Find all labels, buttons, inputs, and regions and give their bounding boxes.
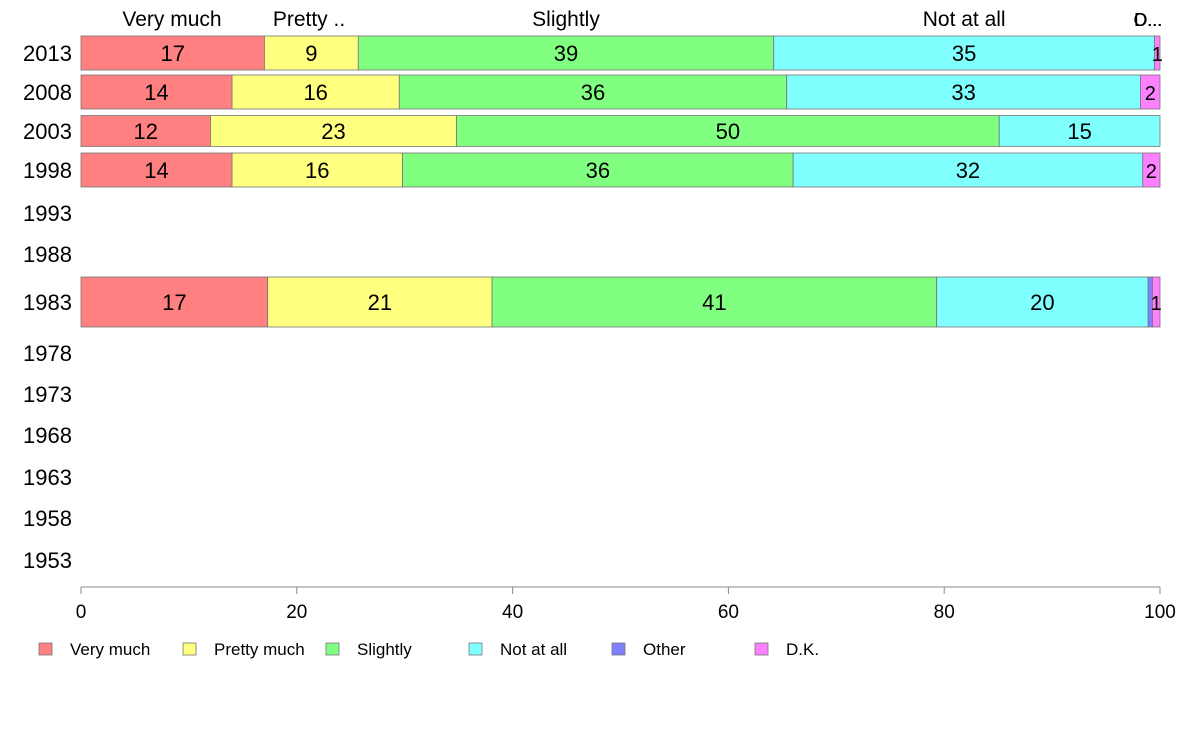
- y-tick-label: 2003: [23, 119, 72, 144]
- bar-segment: [267, 276, 493, 328]
- x-tick-label: 40: [502, 602, 523, 623]
- top-label: D...: [1134, 10, 1162, 30]
- top-label: Not at all: [923, 8, 1006, 31]
- bar-segment: [210, 115, 457, 147]
- data-label: 36: [581, 80, 605, 105]
- top-label: Pretty ..: [273, 8, 345, 31]
- legend-swatch: [754, 642, 769, 656]
- bar-segment: [398, 74, 788, 110]
- bar-segment: [1154, 35, 1161, 71]
- x-tick-label: 20: [286, 602, 307, 623]
- bar-segment: [264, 35, 359, 71]
- y-tick-label: 1983: [23, 290, 72, 315]
- legend-label: Not at all: [500, 640, 567, 659]
- y-tick-label: 1993: [23, 201, 72, 226]
- x-tick-label: 60: [718, 602, 739, 623]
- y-tick-label: 1978: [23, 341, 72, 366]
- legend-label: Slightly: [357, 640, 412, 659]
- y-tick-label: 2013: [23, 41, 72, 66]
- legend-swatch: [38, 642, 53, 656]
- data-label: 21: [368, 290, 392, 315]
- top-label: Very much: [122, 8, 221, 31]
- legend-label: Other: [643, 640, 686, 659]
- legend-swatch: [468, 642, 483, 656]
- bar-segment: [936, 276, 1149, 328]
- y-tick-label: 1998: [23, 158, 72, 183]
- data-label: 2: [1145, 83, 1156, 105]
- y-tick-label: 2008: [23, 80, 72, 105]
- bar-segment: [786, 74, 1141, 110]
- bar-segment: [80, 152, 233, 188]
- data-label: 2: [1146, 161, 1157, 183]
- data-label: 17: [160, 41, 184, 66]
- data-label: 17: [162, 290, 186, 315]
- top-label: O...: [1133, 10, 1162, 30]
- bar-segment: [231, 152, 403, 188]
- x-tick-label: 80: [934, 602, 955, 623]
- y-tick-label: 1963: [23, 465, 72, 490]
- data-label: 20: [1030, 290, 1054, 315]
- bar-segment: [792, 152, 1144, 188]
- bar-segment: [80, 276, 269, 328]
- legend-label: Very much: [70, 640, 150, 659]
- legend-swatch: [182, 642, 197, 656]
- bar-segment: [80, 115, 211, 147]
- data-label: 41: [702, 290, 726, 315]
- x-tick-label: 0: [76, 602, 87, 623]
- y-tick-label: 1953: [23, 548, 72, 573]
- legend-label: D.K.: [786, 640, 819, 659]
- x-tick-label: 100: [1144, 602, 1176, 623]
- bar-segment: [1142, 152, 1161, 188]
- bar-segment: [231, 74, 400, 110]
- data-label: 36: [586, 158, 610, 183]
- y-tick-label: 1958: [23, 506, 72, 531]
- data-label: 12: [133, 119, 157, 144]
- y-tick-label: 1968: [23, 423, 72, 448]
- legend-swatch: [325, 642, 340, 656]
- bar-segment: [456, 115, 1000, 147]
- data-label: 35: [952, 41, 976, 66]
- bar-segment: [998, 115, 1161, 147]
- legend-label: Pretty much: [214, 640, 305, 659]
- data-label: 1: [1152, 44, 1163, 66]
- data-label: 14: [144, 80, 168, 105]
- data-label: 39: [554, 41, 578, 66]
- bar-segment: [402, 152, 794, 188]
- data-label: 33: [951, 80, 975, 105]
- data-label: 14: [144, 158, 168, 183]
- bar-segment: [1140, 74, 1161, 110]
- data-label: 16: [305, 158, 329, 183]
- data-label: 23: [321, 119, 345, 144]
- legend-swatch: [611, 642, 626, 656]
- data-label: 50: [716, 119, 740, 144]
- data-label: 16: [303, 80, 327, 105]
- top-label: Slightly: [532, 8, 600, 31]
- bar-segment: [491, 276, 938, 328]
- data-label: 1: [1151, 293, 1162, 315]
- y-tick-label: 1973: [23, 382, 72, 407]
- bar-segment: [80, 74, 233, 110]
- data-label: 32: [956, 158, 980, 183]
- y-tick-label: 1988: [23, 242, 72, 267]
- data-label: 15: [1067, 119, 1091, 144]
- bar-segment: [1152, 276, 1161, 328]
- data-label: 9: [305, 41, 317, 66]
